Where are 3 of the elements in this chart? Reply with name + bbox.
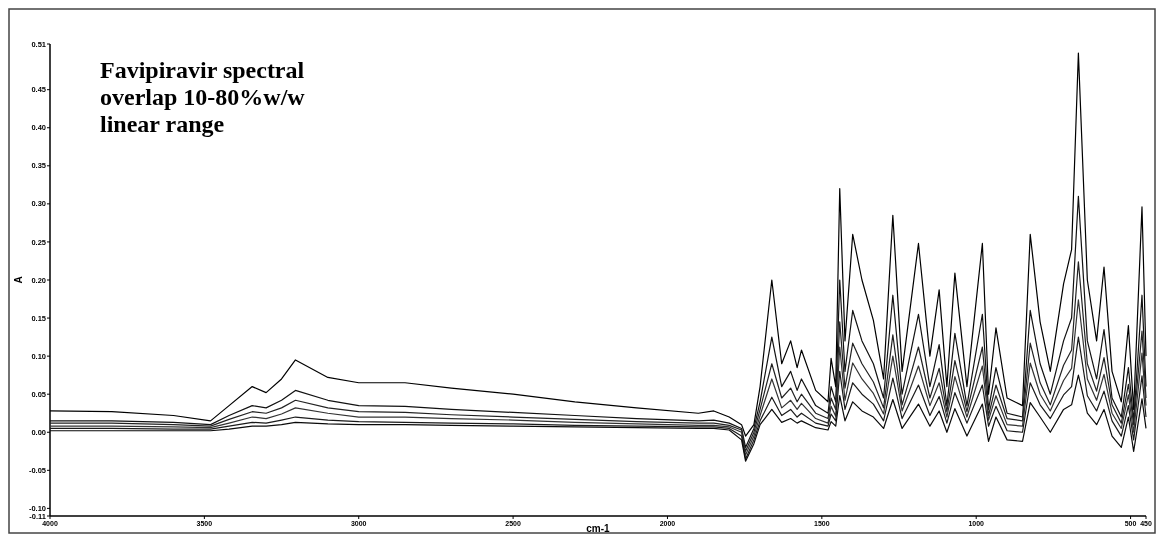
y-axis-title: A: [13, 276, 24, 284]
x-axis-title: cm-1: [586, 523, 611, 534]
text: Favipiravir spectral overlap 10-80%w/w linear range: [100, 57, 306, 137]
